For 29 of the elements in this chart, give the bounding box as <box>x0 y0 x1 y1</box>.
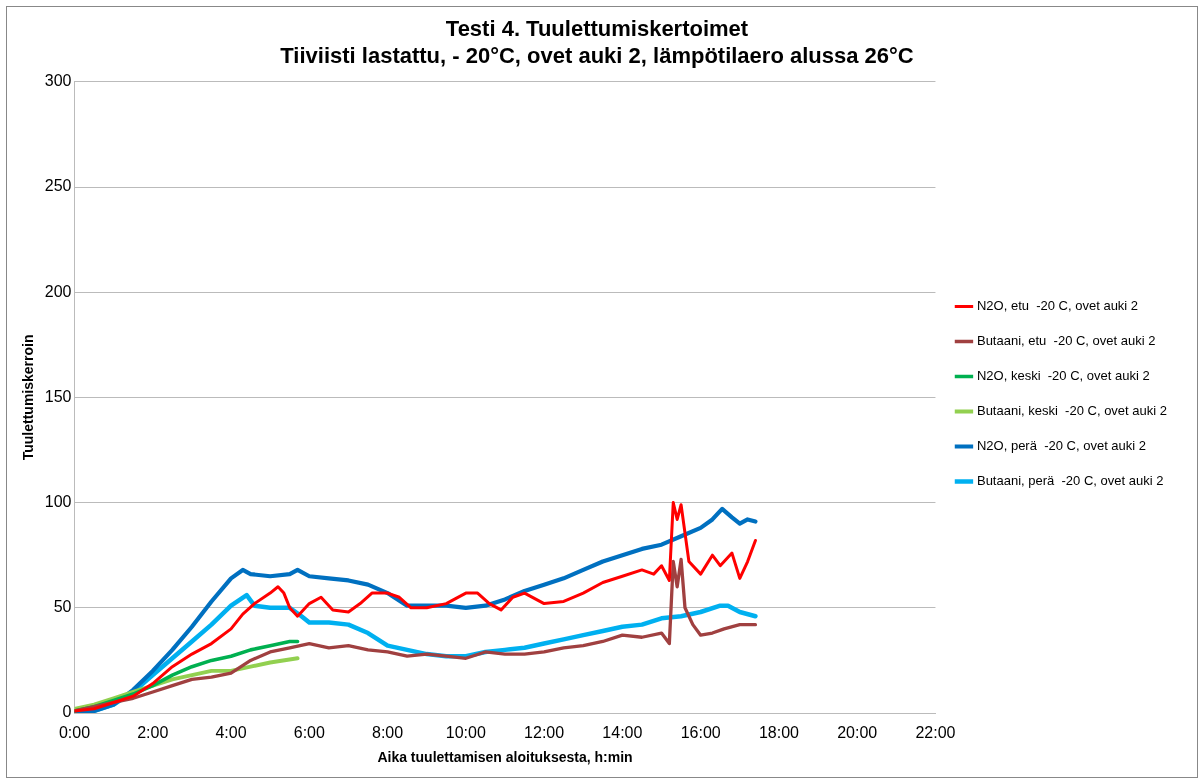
y-axis-title: Tuulettumiskerroin <box>20 334 37 461</box>
x-tick-label: 18:00 <box>758 724 800 742</box>
x-tick-label: 6:00 <box>293 724 325 742</box>
x-tick-label: 10:00 <box>445 724 486 742</box>
legend-label: N2O, etu -20 C, ovet auki 2 <box>976 298 1139 314</box>
y-tick-label: 300 <box>44 72 72 90</box>
legend-label: Butaani, keski -20 C, ovet auki 2 <box>976 403 1167 419</box>
x-tick-label: 0:00 <box>58 724 91 742</box>
legend-label: N2O, keski -20 C, ovet auki 2 <box>976 368 1150 384</box>
x-tick-label: 8:00 <box>372 724 404 742</box>
x-axis-title: Aika tuulettamisen aloituksesta, h:min <box>377 749 633 766</box>
text: Testi 4. Tuulettumiskertoimet <box>445 16 749 42</box>
y-tick-label: 150 <box>44 387 72 405</box>
y-tick-label: 200 <box>44 282 72 300</box>
x-tick-label: 20:00 <box>837 724 878 742</box>
x-tick-label: 12:00 <box>524 724 565 742</box>
x-tick-label: 14:00 <box>602 724 643 742</box>
legend-label: N2O, perä -20 C, ovet auki 2 <box>976 438 1147 454</box>
y-tick-label: 100 <box>44 493 72 511</box>
y-tick-label: 50 <box>53 598 72 616</box>
x-tick-label: 4:00 <box>215 724 247 742</box>
x-tick-label: 22:00 <box>915 724 956 742</box>
legend-label: Butaani, perä -20 C, ovet auki 2 <box>976 473 1164 489</box>
y-tick-label: 0 <box>62 703 72 721</box>
x-tick-label: 16:00 <box>680 724 721 742</box>
x-tick-label: 2:00 <box>137 724 169 742</box>
text: Tiiviisti lastattu, - 20°C, ovet auki 2, lämpötilaero alussa 26°C <box>280 42 914 68</box>
y-tick-label: 250 <box>44 177 72 195</box>
legend-label: Butaani, etu -20 C, ovet auki 2 <box>976 333 1156 349</box>
